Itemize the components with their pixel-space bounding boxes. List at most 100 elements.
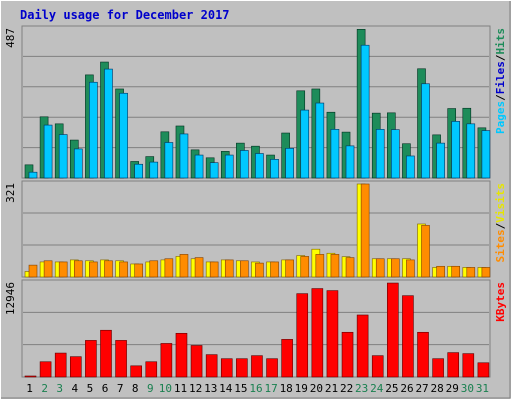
y-max-label: 12946 [4, 282, 17, 315]
bar-files [360, 44, 370, 179]
bar-kbytes [145, 361, 158, 378]
x-tick-label: 20 [310, 382, 323, 395]
x-tick-label: 1 [26, 382, 33, 395]
x-tick-label: 16 [249, 382, 262, 395]
bar-kbytes [190, 345, 203, 378]
bar-sites [270, 261, 279, 278]
bar-sites [73, 260, 83, 278]
y-max-labels: 487 321 12946 [4, 28, 17, 315]
bar-sites [391, 258, 400, 278]
bar-sites [58, 261, 68, 278]
bar-sites [345, 257, 355, 278]
bar-sites [300, 256, 310, 278]
legend-entry: / [494, 94, 507, 101]
bar-sites [466, 267, 476, 278]
bar-sites [43, 260, 53, 278]
bar-files [330, 129, 340, 179]
bar-sites [104, 260, 113, 278]
x-tick-label: 26 [400, 382, 413, 395]
x-tick-label: 21 [325, 382, 338, 395]
bar-files [421, 83, 430, 179]
bar-kbytes [417, 331, 429, 378]
x-tick-label: 22 [340, 382, 353, 395]
x-tick-label: 17 [264, 382, 277, 395]
bar-files [149, 161, 159, 179]
bar-files [43, 124, 53, 179]
x-tick-label: 12 [189, 382, 202, 395]
legend-entry: KBytes [494, 282, 507, 322]
y-max-label: 321 [4, 183, 17, 203]
bar-files [224, 154, 234, 179]
x-tick-label: 18 [280, 382, 293, 395]
bar-sites [451, 265, 461, 278]
bar-kbytes [387, 282, 399, 378]
x-tick-label: 10 [159, 382, 172, 395]
bar-sites [375, 258, 385, 278]
legend-entry: / [494, 54, 507, 61]
bar-kbytes [266, 358, 278, 378]
bar-kbytes [402, 295, 414, 378]
bar-kbytes [432, 358, 444, 378]
bar-sites [89, 261, 98, 278]
bar-kbytes [160, 343, 173, 378]
bar-files [73, 148, 83, 179]
bar-kbytes [296, 293, 309, 378]
bar-sites [209, 261, 219, 278]
x-tick-label: 29 [446, 382, 459, 395]
bar-sites [481, 267, 491, 278]
bar-kbytes [236, 358, 248, 378]
x-tick-label: 8 [132, 382, 139, 395]
bar-kbytes [251, 355, 263, 378]
x-tick-label: 5 [87, 382, 94, 395]
legend-entry: / [494, 222, 507, 229]
bar-files [89, 81, 98, 179]
bar-kbytes [462, 353, 475, 378]
bar-sites [255, 262, 264, 278]
bar-files [28, 171, 38, 179]
bar-kbytes [54, 352, 67, 378]
bar-sites [194, 257, 204, 278]
x-tick-label: 19 [295, 382, 308, 395]
bar-sites [119, 261, 128, 278]
chart-title: Daily usage for December 2017 [20, 8, 230, 22]
legend-entry: Hits [494, 28, 507, 55]
bar-sites [134, 263, 143, 278]
bar-kbytes [115, 340, 127, 378]
x-tick-label: 11 [174, 382, 187, 395]
bar-files [179, 133, 189, 179]
x-tick-label: 4 [72, 382, 79, 395]
x-tick-label: 9 [147, 382, 154, 395]
bar-kbytes [24, 375, 37, 378]
bar-kbytes [85, 340, 97, 378]
bar-sites [436, 265, 445, 278]
y-max-label: 487 [4, 28, 17, 48]
bar-kbytes [220, 358, 233, 378]
x-tick-label: 3 [56, 382, 63, 395]
bar-files [406, 155, 415, 179]
bar-sites [224, 259, 234, 278]
x-tick-label: 24 [370, 382, 384, 395]
bar-files [270, 159, 279, 179]
bar-kbytes [447, 352, 460, 378]
bar-kbytes [175, 332, 188, 378]
x-tick-label: 31 [476, 382, 489, 395]
legend-sites-visits: Sites/Visits [494, 183, 507, 263]
bar-kbytes [326, 290, 339, 378]
bar-files [466, 123, 476, 179]
bar-kbytes [477, 362, 490, 378]
bar-files [255, 153, 264, 179]
bar-kbytes [341, 331, 354, 378]
legend-entry: Pages [494, 101, 507, 134]
bar-sites [360, 183, 370, 278]
x-tick-label: 27 [415, 382, 428, 395]
bar-files [300, 109, 310, 179]
bar-files [315, 102, 325, 179]
bar-sites [285, 259, 294, 278]
bar-sites [164, 258, 174, 278]
x-tick-label: 6 [102, 382, 109, 395]
bar-files [240, 150, 249, 179]
bar-kbytes [311, 288, 324, 378]
x-tick-label: 30 [461, 382, 474, 395]
